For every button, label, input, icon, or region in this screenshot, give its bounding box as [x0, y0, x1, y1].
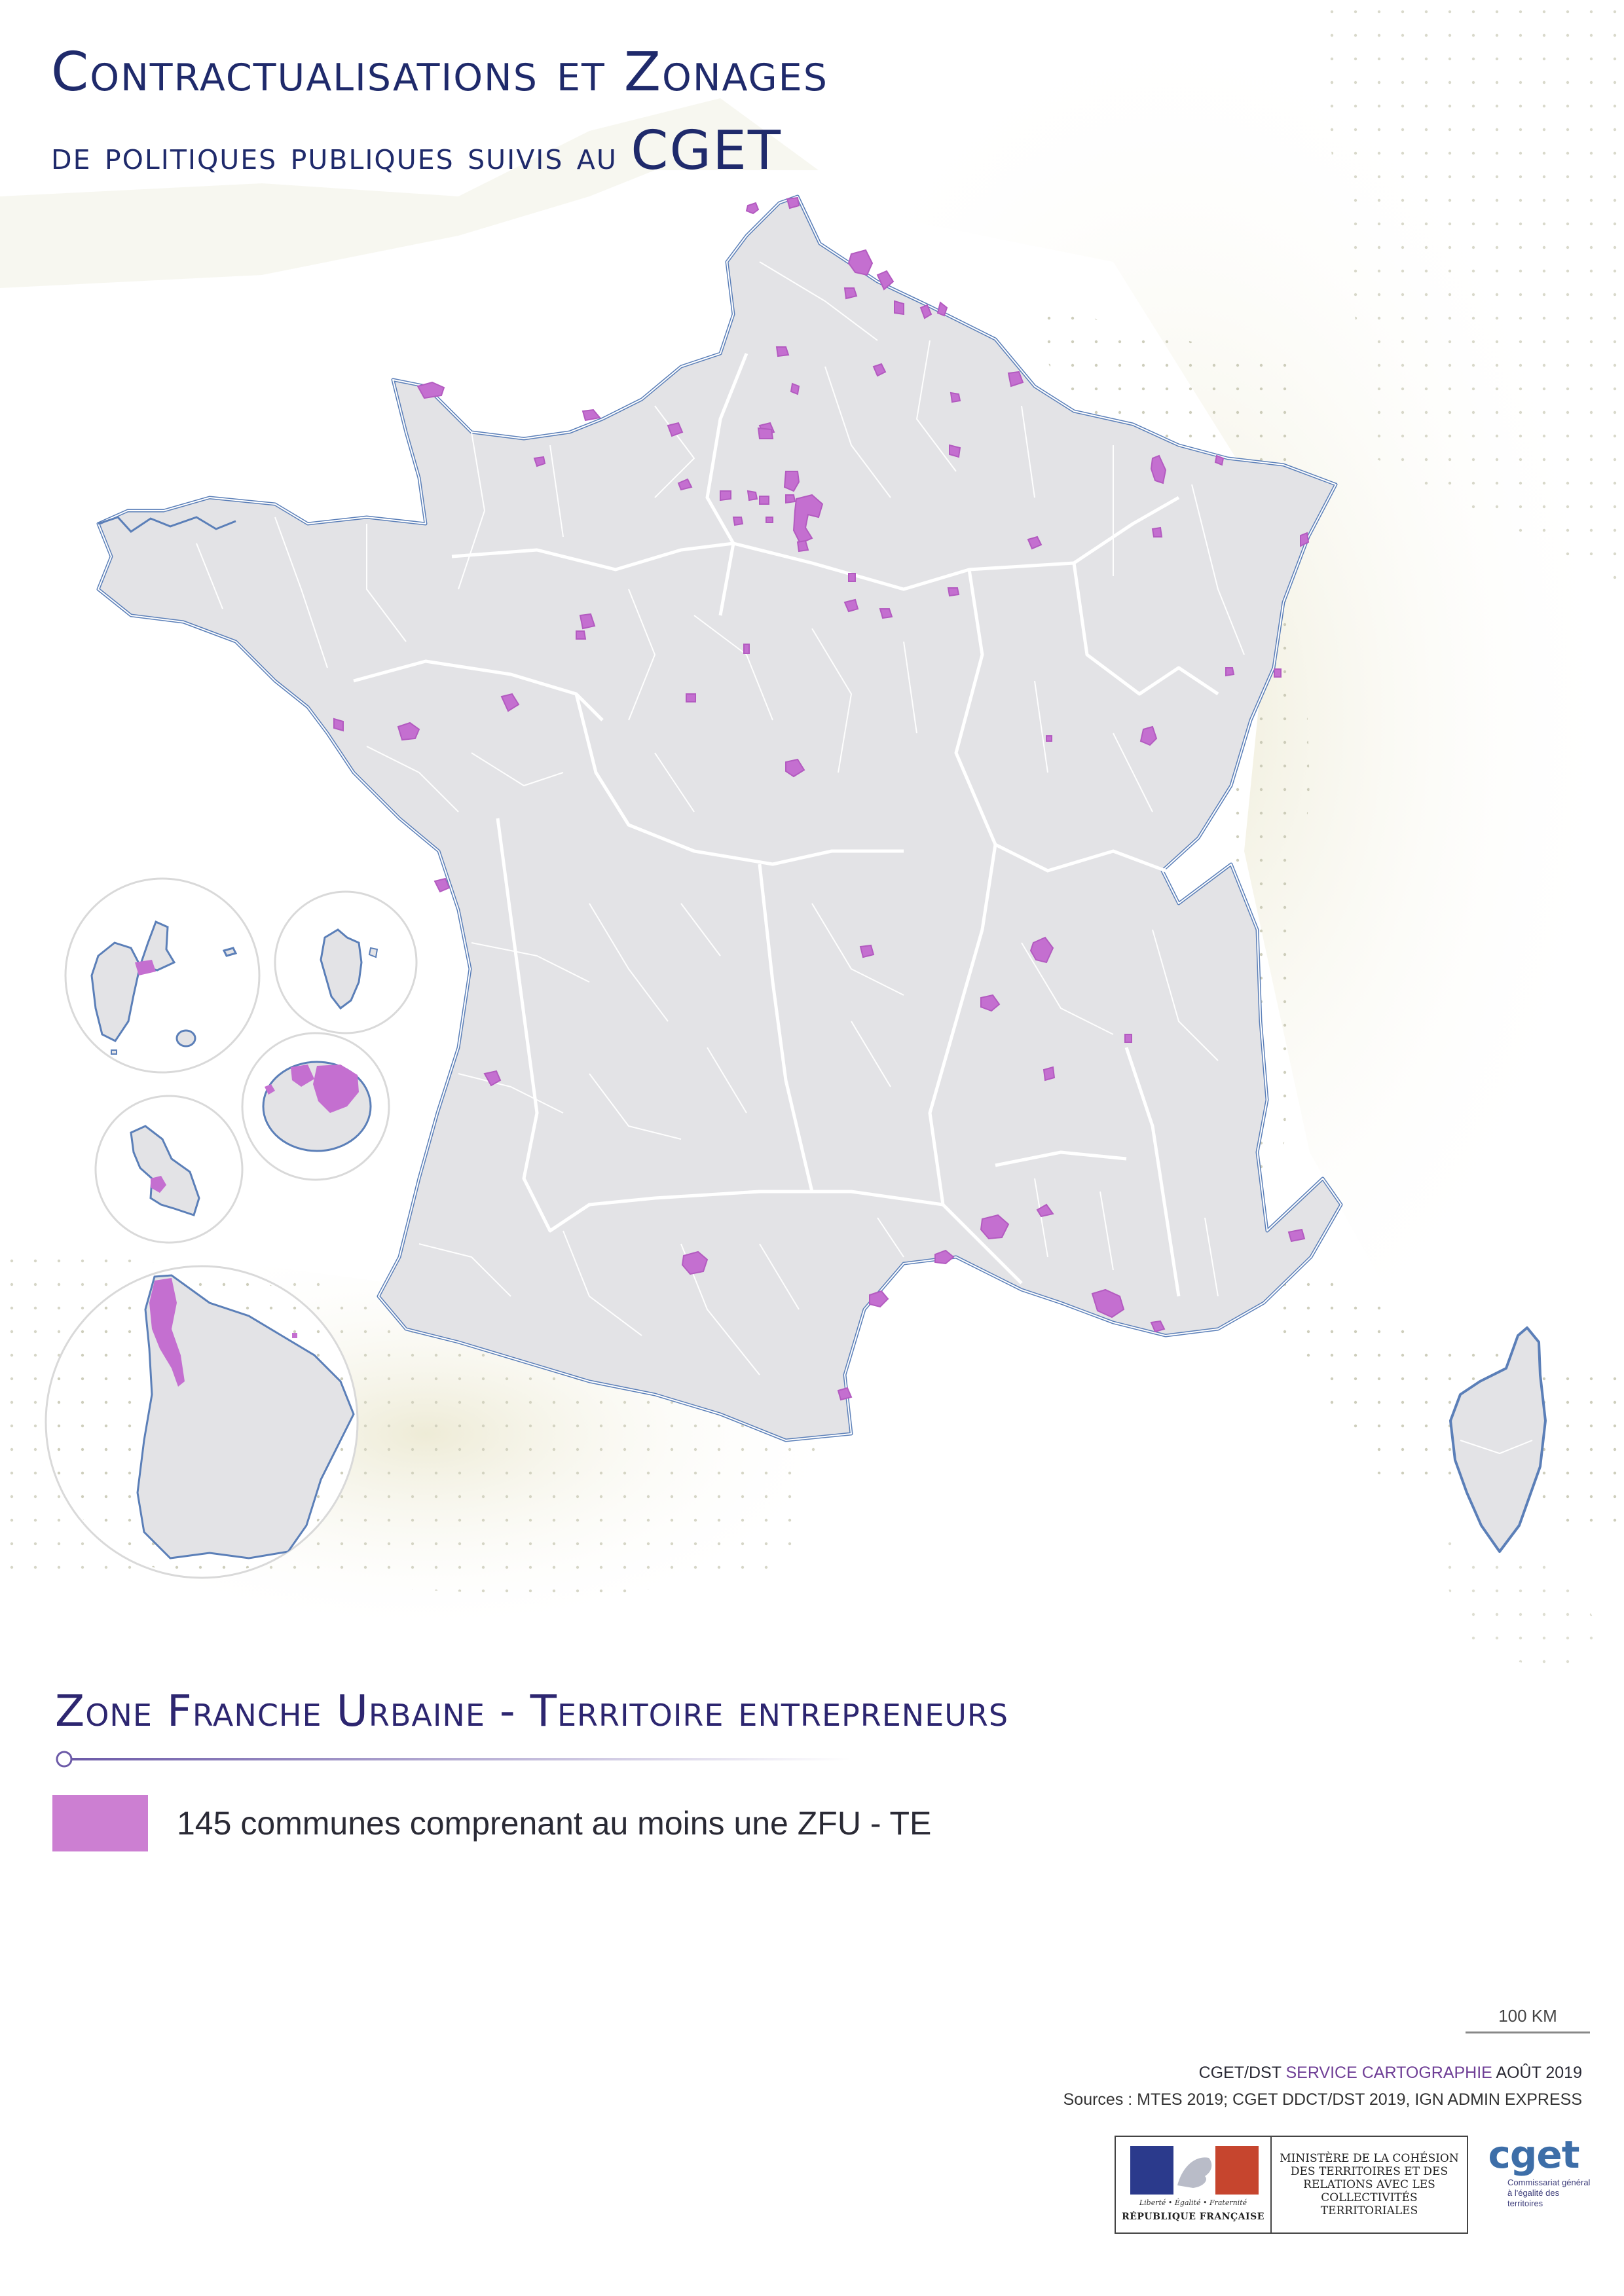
cget-subtitle: Commissariat général à l'égalité des ter…	[1507, 2178, 1591, 2208]
credits-line-1: CGET/DST SERVICE CARTOGRAPHIE AOÛT 2019	[1063, 2064, 1582, 2083]
title-line-2: de politiques publiques suivis au CGET	[51, 124, 828, 178]
inset-mayotte	[274, 890, 418, 1034]
title-line-1: Contractualisations et Zonages	[51, 41, 828, 103]
scale-bar: 100 KM	[1466, 2006, 1590, 2033]
republique-francaise-logo: Liberté • Égalité • Fraternité RÉPUBLIQU…	[1116, 2137, 1272, 2232]
legend-title: Zone Franche Urbaine - Territoire entrep…	[55, 1686, 1009, 1736]
metropolitan-france	[96, 194, 1343, 1442]
title-line-2-prefix: de politiques publiques suivis au	[51, 134, 618, 178]
zfu-te-communes	[333, 196, 1310, 1401]
legend-label: 145 communes comprenant au moins une ZFU…	[177, 1805, 932, 1842]
credits-service: SERVICE CARTOGRAPHIE	[1285, 2064, 1492, 2082]
marianne-flag-icon	[1130, 2146, 1259, 2195]
inset-reunion	[241, 1032, 390, 1181]
credits-sources: Sources : MTES 2019; CGET DDCT/DST 2019,…	[1063, 2090, 1582, 2109]
ministry-name: MINISTÈRE DE LA COHÉSION DES TERRITOIRES…	[1280, 2152, 1459, 2217]
scale-bar-label: 100 KM	[1498, 2006, 1557, 2026]
legend-swatch	[52, 1795, 148, 1851]
credits-date: AOÛT 2019	[1496, 2064, 1582, 2082]
title-line-2-strong: CGET	[631, 120, 782, 182]
map-title: Contractualisations et Zonages de politi…	[51, 46, 828, 178]
inset-guadeloupe	[64, 877, 261, 1074]
credits: CGET/DST SERVICE CARTOGRAPHIE AOÛT 2019 …	[1063, 2064, 1582, 2109]
rf-motto: Liberté • Égalité • Fraternité	[1139, 2198, 1247, 2207]
scale-bar-line	[1466, 2032, 1590, 2033]
legend-divider	[56, 1751, 851, 1768]
cget-logo: cget Commissariat général à l'égalité de…	[1475, 2136, 1593, 2240]
rf-name: RÉPUBLIQUE FRANÇAISE	[1122, 2212, 1264, 2222]
cget-wordmark: cget	[1488, 2132, 1580, 2177]
ministry-logo-block: Liberté • Égalité • Fraternité RÉPUBLIQU…	[1115, 2136, 1468, 2234]
credits-org: CGET/DST	[1198, 2064, 1282, 2082]
inset-martinique	[94, 1095, 244, 1244]
corsica	[1449, 1326, 1547, 1553]
legend-item-zfu-te: 145 communes comprenant au moins une ZFU…	[52, 1795, 931, 1851]
inset-guyane	[45, 1265, 359, 1579]
